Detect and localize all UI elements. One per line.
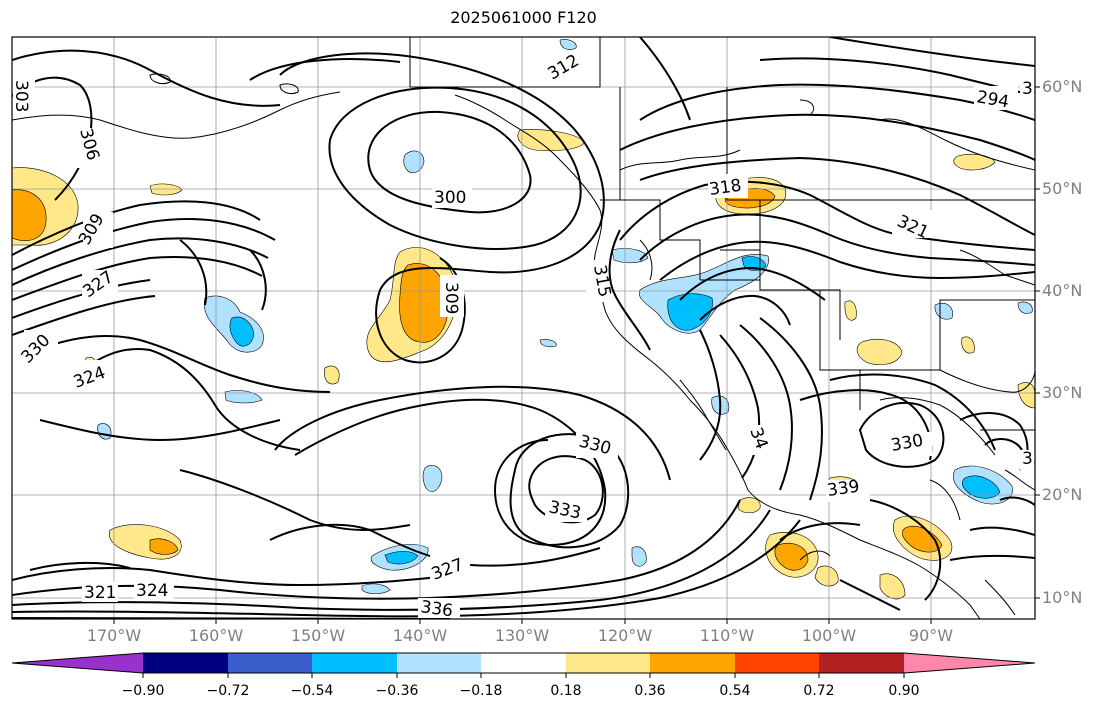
colorbar-segment: [12, 653, 143, 673]
lon-label: 110°W: [699, 626, 755, 645]
shade-positive: [324, 365, 340, 385]
colorbar-segment: [481, 653, 566, 673]
colorbar-tick-label: −0.18: [459, 683, 503, 699]
height-contours: [12, 37, 1035, 619]
shade-positive: [844, 300, 857, 321]
contour-label: 336: [419, 597, 454, 621]
lon-label: 150°W: [290, 626, 346, 645]
colorbar-segment: [312, 653, 397, 673]
contour-label: 339: [826, 477, 861, 501]
shade-negative: [631, 546, 647, 567]
colorbar-tick-label: −0.36: [375, 683, 419, 699]
colorbar-segment: [566, 653, 650, 673]
shade-negative-strong: [667, 293, 713, 331]
contour-label: 303: [11, 80, 31, 112]
contour-label: 300: [434, 188, 466, 208]
shade-negative: [539, 339, 557, 348]
colorbar-tick-label: 0.72: [803, 683, 835, 699]
colorbar-tick-label: 0.18: [550, 683, 582, 699]
lat-label: 20°N: [1042, 485, 1083, 504]
shade-negative: [422, 465, 443, 492]
shade-negative: [361, 583, 391, 595]
contour-label: 336: [1022, 79, 1054, 99]
colorbar-tick-label: 0.90: [888, 683, 920, 699]
shade-positive: [814, 565, 839, 587]
contour-labels: 303 306 309 327 330 324 300 309 312 318 …: [11, 51, 1054, 621]
lon-label: 160°W: [188, 626, 244, 645]
contour-label: 330: [1022, 449, 1054, 469]
shade-positive: [961, 336, 975, 354]
shade-positive: [879, 573, 906, 600]
shade-negative-strong: [229, 316, 255, 347]
shade-negative-strong: [961, 475, 1001, 499]
lon-label: 100°W: [801, 626, 857, 645]
lat-label: 60°N: [1042, 77, 1083, 96]
shade-positive: [149, 183, 183, 196]
shade-negative: [934, 302, 953, 320]
colorbar-tick-label: −0.90: [121, 683, 165, 699]
colorbar-segment: [228, 653, 312, 673]
shade-negative: [611, 248, 649, 264]
lon-label: 90°W: [908, 626, 954, 645]
colorbar-tick-label: 0.54: [719, 683, 751, 699]
colorbar-tick-label: −0.72: [206, 683, 250, 699]
shade-negative: [403, 150, 425, 174]
colorbar-segment: [904, 653, 1035, 673]
colorbar-segment: [735, 653, 819, 673]
colorbar-segment: [397, 653, 481, 673]
shade-negative-strong: [384, 551, 419, 565]
map-frame: [11, 36, 1036, 620]
colorbar: [11, 652, 1036, 678]
shade-positive: [1017, 382, 1035, 409]
shade-negative: [224, 390, 263, 404]
shade-positive: [856, 339, 903, 365]
shade-positive-strong: [149, 538, 179, 555]
colorbar-segment: [143, 653, 228, 673]
lat-label: 40°N: [1042, 281, 1083, 300]
lon-label: 170°W: [86, 626, 142, 645]
shade-negative: [1017, 301, 1033, 314]
shade-positive-strong: [12, 189, 47, 241]
shade-positive: [737, 497, 761, 514]
shade-negative: [559, 39, 577, 50]
contour-label: 309: [441, 282, 461, 314]
lon-label: 140°W: [392, 626, 448, 645]
contour-label: 318: [708, 176, 743, 200]
contour-label: 321: [84, 583, 116, 603]
colorbar-segment: [819, 653, 904, 673]
lon-label: 120°W: [597, 626, 653, 645]
contour-label: 324: [136, 581, 168, 601]
axis-ticks: [113, 86, 1040, 624]
map-title: 2025061000 F120: [450, 8, 597, 27]
lat-label: 30°N: [1042, 383, 1083, 402]
lon-label: 130°W: [494, 626, 550, 645]
colorbar-tick-label: 0.36: [634, 683, 666, 699]
colorbar-segment: [650, 653, 735, 673]
shading-layer: [12, 39, 1035, 600]
shade-positive-strong: [774, 542, 809, 571]
lat-label: 50°N: [1042, 179, 1083, 198]
lat-label: 10°N: [1042, 588, 1083, 607]
colorbar-tick-label: −0.54: [290, 683, 334, 699]
